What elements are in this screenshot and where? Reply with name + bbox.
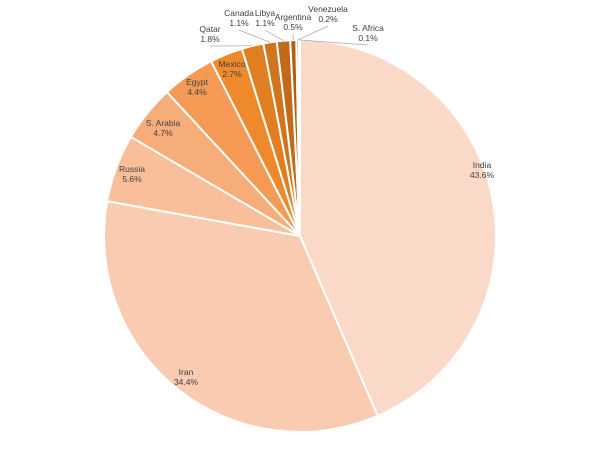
slice-label-value: 0.2% (318, 14, 338, 24)
slice-label-name: S. Arabia (146, 118, 181, 128)
slice-label-name: India (473, 160, 492, 170)
slice-label-value: 4.7% (153, 128, 173, 138)
slice-label-value: 43.6% (470, 170, 495, 180)
slice-label-name: Mexico (219, 59, 246, 69)
slice-label-name: Argentina (275, 12, 312, 22)
leader-line (264, 29, 284, 42)
pie-slice-india (299, 38, 497, 418)
slice-label-name: Egypt (186, 77, 208, 87)
slice-label-name: Libya (255, 8, 276, 18)
leader-line (297, 25, 329, 41)
slice-label-name: Qatar (199, 24, 220, 34)
slice-label-name: Russia (119, 164, 145, 174)
pie-slice-iran (103, 199, 380, 433)
slice-label-value: 2.7% (222, 69, 242, 79)
slice-label-name: Canada (224, 8, 254, 18)
slice-label-value: 1.1% (229, 18, 249, 28)
leader-line (238, 29, 271, 43)
slice-label-name: Iran (179, 367, 194, 377)
leader-lines (209, 25, 369, 47)
pie-slices (103, 38, 497, 433)
slice-label-value: 1.8% (200, 34, 220, 44)
slice-label-name: S. Africa (352, 23, 384, 33)
slice-label-value: 1.1% (255, 18, 275, 28)
leader-line (299, 39, 369, 46)
pie-slice-s-africa (297, 38, 301, 237)
slice-label-value: 4.4% (187, 87, 207, 97)
slice-label-value: 0.1% (358, 33, 378, 43)
slice-label-name: Venezuela (308, 4, 348, 14)
slice-label-value: 0.5% (283, 22, 303, 32)
slice-label-value: 34.4% (174, 377, 199, 387)
slice-label-value: 5.6% (122, 174, 142, 184)
